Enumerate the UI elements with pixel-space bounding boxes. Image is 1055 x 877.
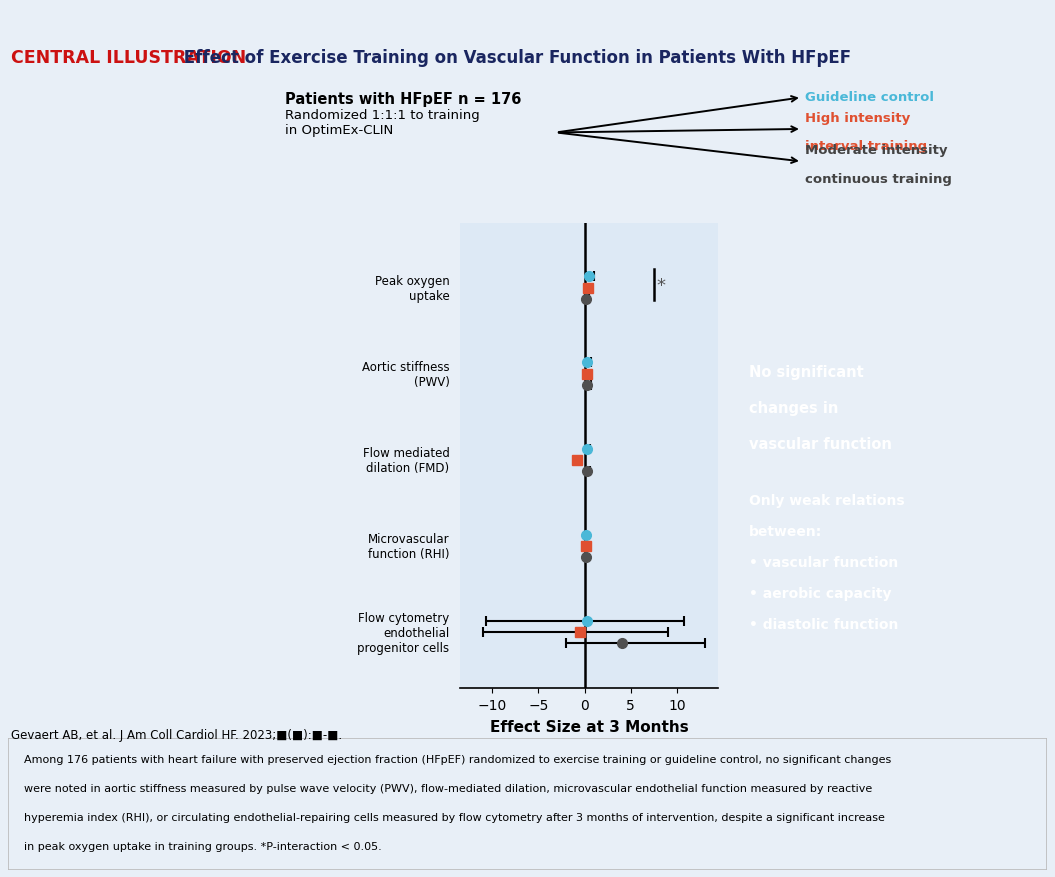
Text: vascular function: vascular function [749,437,891,452]
Text: CENTRAL ILLUSTRATION: CENTRAL ILLUSTRATION [11,49,246,67]
Text: Flow cytometry
endothelial
progenitor cells: Flow cytometry endothelial progenitor ce… [358,611,449,654]
Text: Flow mediated
dilation (FMD): Flow mediated dilation (FMD) [363,446,449,474]
Text: No significant: No significant [749,364,863,379]
Text: hyperemia index (RHI), or circulating endothelial-repairing cells measured by fl: hyperemia index (RHI), or circulating en… [24,812,885,822]
Text: Moderate intensity: Moderate intensity [805,144,947,157]
Text: Randomized 1:1:1 to training
in OptimEx-CLIN: Randomized 1:1:1 to training in OptimEx-… [285,109,480,137]
X-axis label: Effect Size at 3 Months: Effect Size at 3 Months [490,719,689,734]
Text: Among 176 patients with heart failure with preserved ejection fraction (HFpEF) r: Among 176 patients with heart failure wi… [24,754,891,764]
Text: Only weak relations: Only weak relations [749,494,904,508]
Text: • vascular function: • vascular function [749,555,898,569]
Text: Aortic stiffness
(PWV): Aortic stiffness (PWV) [362,360,449,389]
Text: between:: between: [749,524,822,538]
Text: Gevaert AB, et al. J Am Coll Cardiol HF. 2023;■(■):■-■.: Gevaert AB, et al. J Am Coll Cardiol HF.… [11,728,342,741]
Text: changes in: changes in [749,400,838,416]
Text: continuous training: continuous training [805,173,952,186]
Text: • diastolic function: • diastolic function [749,617,898,631]
Text: High intensity: High intensity [805,111,910,125]
Text: in peak oxygen uptake in training groups. *P-interaction < 0.05.: in peak oxygen uptake in training groups… [24,841,382,851]
Text: interval training: interval training [805,140,927,153]
Text: • aerobic capacity: • aerobic capacity [749,586,891,600]
Text: Patients with HFpEF n = 176: Patients with HFpEF n = 176 [285,92,521,107]
Text: Guideline control: Guideline control [805,91,934,103]
Text: Effect of Exercise Training on Vascular Function in Patients With HFpEF: Effect of Exercise Training on Vascular … [178,49,851,67]
Text: Peak oxygen
uptake: Peak oxygen uptake [375,275,449,303]
Text: *: * [656,276,666,294]
Text: Microvascular
function (RHI): Microvascular function (RHI) [368,532,449,560]
Text: were noted in aortic stiffness measured by pulse wave velocity (PWV), flow-media: were noted in aortic stiffness measured … [24,783,872,793]
